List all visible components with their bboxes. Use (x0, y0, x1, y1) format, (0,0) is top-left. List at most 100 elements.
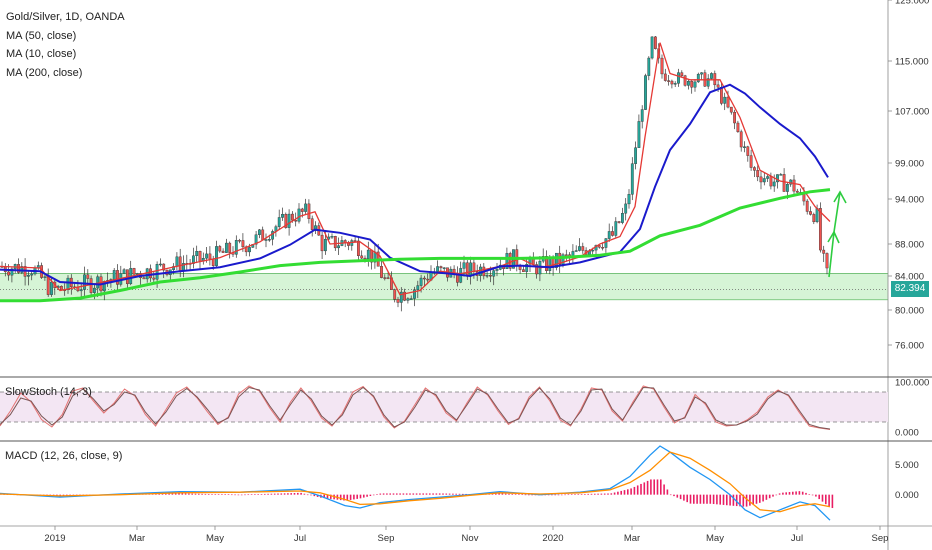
macd-hist-bar (402, 493, 405, 495)
candle-body (743, 146, 746, 148)
macd-hist-bar (277, 493, 279, 495)
candle-body (399, 291, 403, 303)
candle-body (89, 278, 93, 293)
macd-hist-bar (300, 492, 302, 495)
macd-hist-bar (821, 494, 824, 502)
macd-hist-bar (227, 494, 230, 496)
candle-body (357, 240, 360, 257)
candle-body (122, 269, 126, 274)
candle-body (145, 268, 149, 280)
candle-body (578, 246, 581, 251)
legend-ma10[interactable]: MA (10, close) (6, 48, 77, 60)
macd-hist-bar (676, 494, 679, 498)
candle-body (248, 247, 251, 253)
macd-hist-bar (689, 494, 692, 504)
macd-hist-bar (561, 494, 563, 496)
candle-body (211, 258, 215, 266)
macd-hist-bar (772, 494, 774, 497)
macd-hist-bar (273, 493, 276, 495)
macd-hist-bar (646, 480, 649, 495)
candle-body (700, 72, 704, 75)
ma50-line (0, 83, 829, 286)
candle-body (291, 213, 294, 221)
macd-hist-bar (270, 493, 273, 495)
candle-body (647, 57, 651, 76)
candle-body (30, 273, 34, 276)
candle-body (786, 184, 789, 192)
macd-hist-bar (174, 493, 177, 495)
macd-hist-bar (250, 494, 253, 495)
candle-body (152, 277, 156, 280)
macd-hist-bar (264, 493, 266, 495)
macd-hist-bar (739, 494, 741, 507)
stoch-pane-label[interactable]: SlowStoch (14, 3) (5, 386, 92, 398)
candle-body (555, 252, 558, 268)
candle-body (644, 75, 647, 110)
candle-body (650, 36, 654, 59)
legend-ma50[interactable]: MA (50, close) (6, 29, 77, 42)
candle-body (591, 249, 595, 252)
macd-hist-bar (600, 493, 603, 495)
candle-body (267, 239, 271, 241)
macd-hist-bar (554, 494, 556, 496)
ma200-line (0, 188, 831, 303)
candle-body (759, 176, 763, 183)
candle-body (258, 229, 261, 235)
macd-hist-bar (389, 493, 391, 495)
macd-pane-label[interactable]: MACD (12, 26, close, 9) (5, 450, 123, 462)
candle-body (819, 208, 822, 251)
candle-body (779, 174, 783, 176)
macd-hist-bar (584, 493, 586, 495)
candle-body (640, 109, 644, 122)
candle-body (419, 277, 423, 286)
candle-body (360, 255, 364, 259)
candle-body (218, 246, 222, 252)
macd-hist-bar (297, 492, 299, 495)
candle-body (696, 73, 700, 83)
macd-hist-bar (577, 494, 580, 495)
macd-hist-bar (161, 493, 164, 495)
candle-body (142, 277, 146, 280)
candle-body (621, 213, 624, 223)
candle-body (224, 242, 228, 253)
macd-hist-bar (610, 493, 613, 495)
candle-body (436, 266, 439, 272)
macd-hist-bar (603, 493, 606, 495)
macd-hist-bar (669, 494, 672, 496)
candle-body (617, 221, 621, 223)
projection-arrows (827, 190, 847, 278)
candle-body (720, 87, 723, 104)
macd-hist-bar (782, 492, 784, 495)
macd-hist-bar (719, 494, 721, 505)
price-tick-label: 94.000 (895, 195, 924, 206)
time-tick-label: Jul (791, 533, 803, 544)
macd-hist-bar (353, 494, 355, 500)
macd-hist-bar (679, 494, 682, 500)
candle-body (208, 253, 212, 260)
macd-hist-bar (504, 493, 507, 495)
macd-hist-bar (495, 493, 497, 495)
legend-ma200[interactable]: MA (200, close) (6, 66, 83, 79)
legend-symbol-title: Gold/Silver, 1D, OANDA (6, 11, 125, 23)
candle-body (66, 277, 70, 291)
candle-body (234, 240, 238, 255)
time-tick-label: Nov (462, 533, 479, 544)
macd-hist-bar (224, 494, 226, 495)
candle-body (380, 266, 383, 278)
macd-hist-bar (640, 483, 642, 495)
macd-hist-bar (627, 489, 629, 495)
candle-body (403, 291, 406, 301)
macd-hist-bar (531, 494, 533, 496)
candle-body (50, 281, 53, 295)
candle-body (492, 270, 496, 277)
macd-hist-bar (491, 493, 494, 495)
macd-hist-bar (211, 494, 213, 495)
time-tick-label: May (206, 533, 224, 544)
price-tick-label: 84.000 (895, 272, 924, 283)
macd-signal-line (0, 451, 831, 513)
macd-hist-bar (574, 494, 576, 495)
candle-body (535, 264, 539, 275)
macd-hist-bar (438, 493, 441, 495)
stoch-line-d (0, 386, 831, 430)
